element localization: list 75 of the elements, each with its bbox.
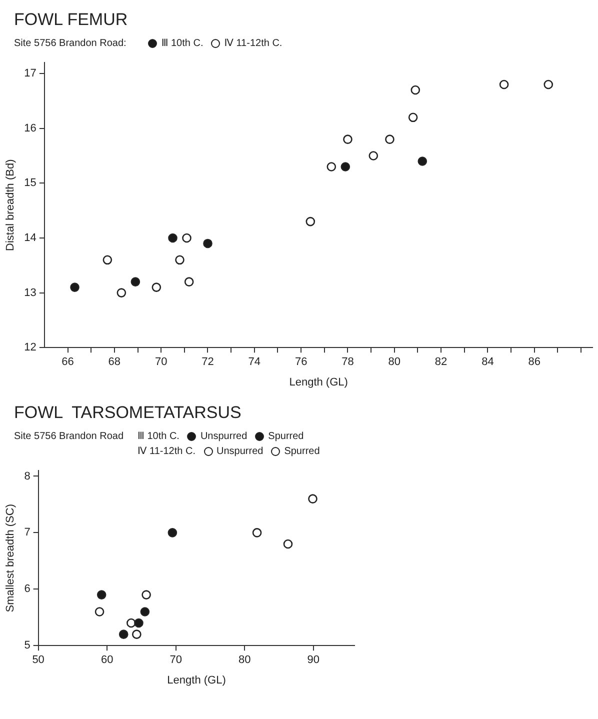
x-tick-label: 70: [170, 654, 182, 666]
chart-title: FOWL TARSOMETATARSUS: [13, 402, 242, 423]
x-tick-label: 68: [108, 356, 121, 368]
x-tick-label: 84: [482, 356, 494, 368]
point: [410, 85, 420, 95]
x-tick-label: 78: [342, 356, 354, 368]
x-axis-title: Length (GL): [167, 674, 226, 686]
point: [140, 607, 150, 616]
x-tick-label: 80: [388, 356, 401, 368]
point: [343, 134, 352, 144]
point: [308, 494, 318, 504]
y-tick-label: 17: [24, 68, 36, 80]
y-tick-label: 5: [24, 640, 30, 652]
legend-label: Unspurred: [200, 431, 248, 442]
point: [126, 618, 136, 628]
point: [96, 590, 106, 600]
point: [118, 630, 128, 639]
legend-label: Ⅳ 11-12th C.: [224, 38, 282, 49]
legend-title: Site 5756 Brandon Road:: [14, 38, 126, 49]
point: [340, 162, 350, 172]
point: [283, 539, 293, 549]
x-tick-label: 60: [100, 654, 114, 666]
y-axis-title: Distal breadth (Bd): [4, 159, 17, 251]
y-tick-label: 6: [24, 583, 30, 596]
point: [102, 255, 112, 265]
point: [142, 590, 151, 600]
y-tick-label: 15: [24, 177, 36, 190]
point: [175, 255, 184, 265]
x-tick-label: 70: [154, 356, 168, 368]
point: [544, 80, 554, 90]
legend-title: Site 5756 Brandon Road: [14, 431, 124, 442]
point: [184, 277, 194, 286]
x-axis-title: Length (GL): [289, 376, 348, 388]
point: [385, 134, 394, 144]
point: [368, 151, 378, 160]
y-tick-label: 14: [24, 232, 36, 244]
point: [70, 282, 80, 292]
legend-label: Unspurred: [216, 446, 264, 457]
point: [134, 618, 144, 628]
y-tick-label: 16: [24, 122, 36, 134]
text: Ⅲ 10th C.: [138, 431, 180, 442]
x-tick-label: 66: [62, 356, 74, 368]
point: [182, 233, 192, 243]
y-tick-label: 13: [24, 286, 36, 299]
x-tick-label: 80: [238, 654, 251, 666]
point: [306, 216, 316, 226]
point: [132, 630, 142, 639]
y-tick-label: 12: [24, 342, 36, 354]
x-tick-label: 90: [307, 654, 320, 666]
x-tick-label: 50: [32, 654, 44, 666]
legend-label: Spurred: [268, 431, 304, 442]
point: [152, 282, 162, 292]
point: [130, 277, 140, 286]
point: [168, 528, 178, 538]
x-tick-label: 86: [528, 356, 540, 368]
point: [408, 112, 418, 122]
y-tick-label: 8: [24, 470, 30, 482]
y-axis-title: Smallest breadth (SC): [4, 504, 17, 612]
y-tick-label: 7: [24, 526, 30, 539]
point: [499, 80, 509, 90]
point: [326, 162, 336, 172]
point: [168, 233, 178, 243]
point: [116, 288, 126, 298]
text: Ⅳ 11-12th C.: [138, 446, 196, 457]
legend-label: Spurred: [284, 446, 320, 457]
point: [203, 238, 212, 248]
point: [252, 528, 262, 538]
x-tick-label: 76: [294, 356, 308, 368]
x-tick-label: 72: [202, 356, 214, 368]
legend-label: Ⅲ 10th C.: [161, 38, 204, 49]
chart-title: FOWL FEMUR: [13, 9, 129, 30]
x-tick-label: 74: [248, 356, 261, 368]
x-tick-label: 82: [434, 356, 448, 368]
point: [94, 607, 104, 616]
point: [418, 156, 428, 166]
